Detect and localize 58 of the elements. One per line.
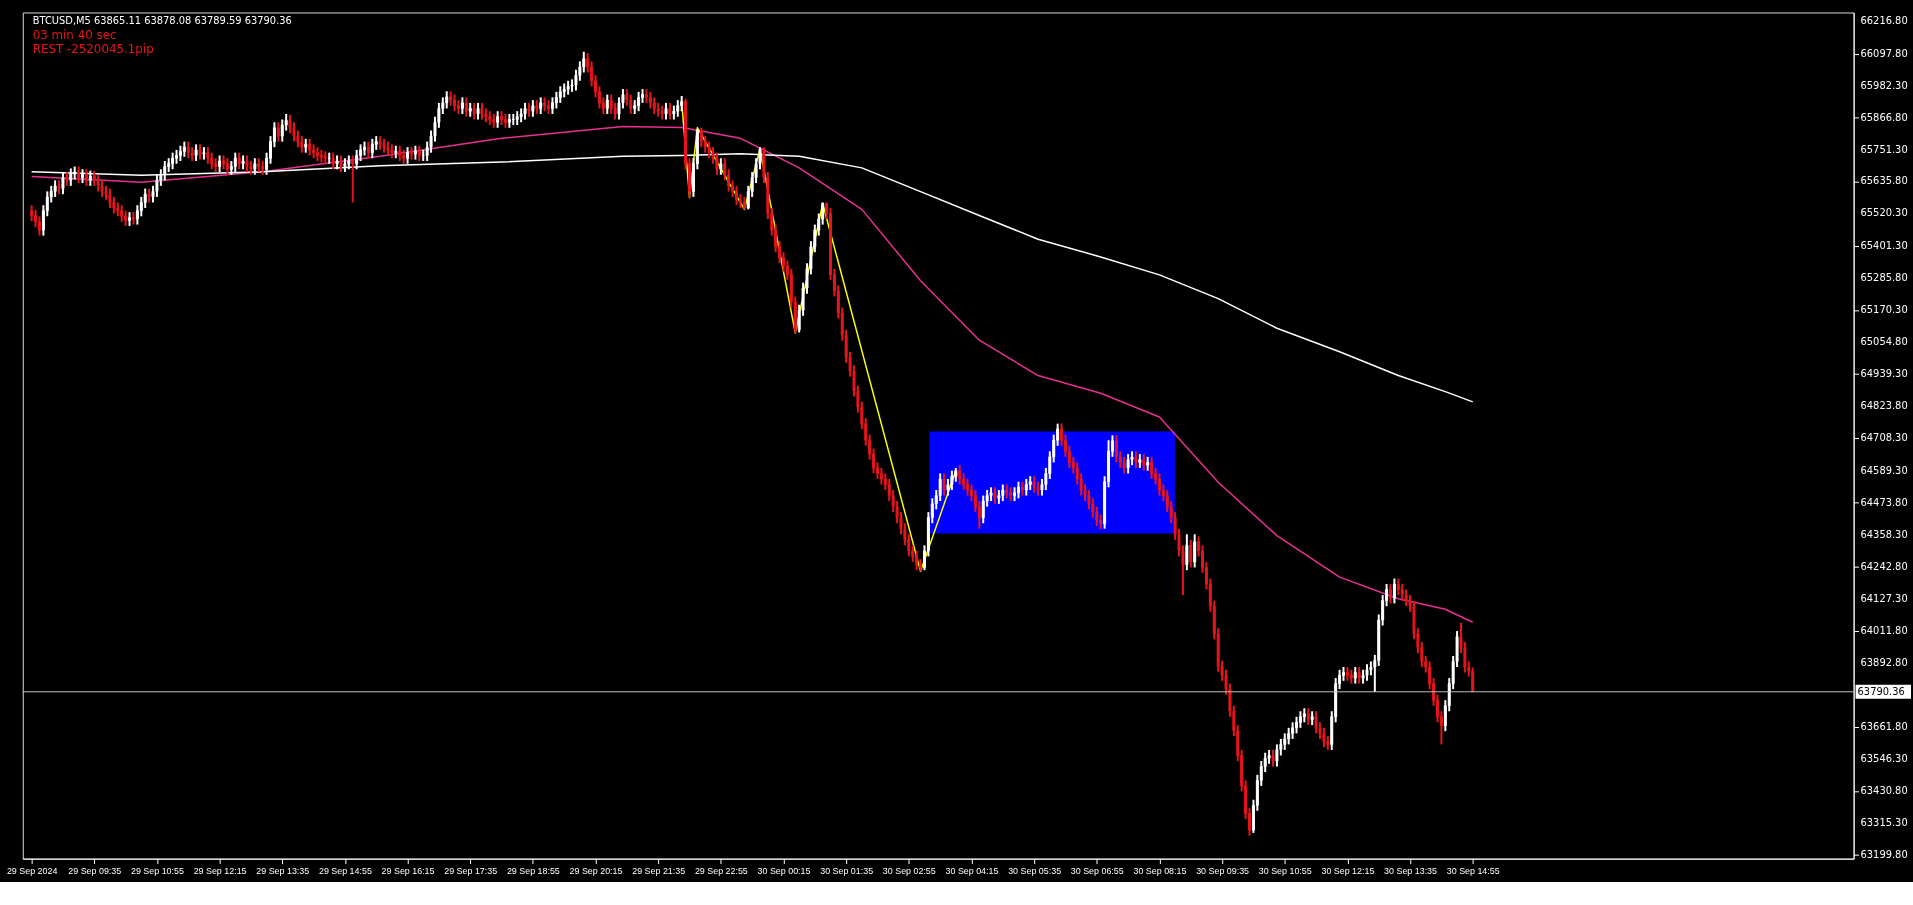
x-tick-label: 30 Sep 08:15: [1133, 865, 1187, 876]
y-tick-label: 64708.30: [1860, 431, 1908, 443]
y-tick-label: 64589.30: [1860, 464, 1908, 476]
x-tick-label: 30 Sep 09:35: [1196, 865, 1250, 876]
x-tick-label: 30 Sep 14:55: [1446, 865, 1500, 876]
y-tick-label: 64011.80: [1860, 624, 1908, 636]
y-tick-label: 65866.80: [1860, 111, 1908, 123]
y-tick-label: 65635.80: [1860, 175, 1908, 187]
x-tick-label: 29 Sep 17:35: [444, 865, 498, 876]
y-tick-label: 63199.80: [1860, 849, 1908, 861]
y-tick-label: 65401.30: [1860, 240, 1908, 252]
y-tick-label: 65170.30: [1860, 304, 1908, 316]
x-tick-label: 29 Sep 2024: [6, 865, 58, 876]
x-tick-label: 30 Sep 13:35: [1384, 865, 1438, 876]
ref-line-label: 63790.36: [1857, 685, 1905, 697]
y-tick-label: 65751.30: [1860, 143, 1908, 155]
y-tick-label: 64127.30: [1860, 592, 1908, 604]
x-tick-label: 29 Sep 13:35: [256, 865, 310, 876]
candlestick: [202, 146, 206, 161]
x-tick-label: 29 Sep 16:15: [381, 865, 435, 876]
y-tick-label: 63661.80: [1860, 721, 1908, 733]
y-tick-label: 64939.30: [1860, 368, 1908, 380]
x-tick-label: 30 Sep 02:55: [882, 865, 936, 876]
x-tick-label: 30 Sep 05:35: [1008, 865, 1062, 876]
x-tick-label: 29 Sep 21:35: [632, 865, 686, 876]
y-tick-label: 64358.30: [1860, 528, 1908, 540]
chart-title: BTCUSD,M5 63865.11 63878.08 63789.59 63790.36: [32, 15, 292, 27]
y-tick-label: 64473.80: [1860, 496, 1908, 508]
x-tick-label: 29 Sep 10:55: [130, 865, 184, 876]
x-tick-label: 29 Sep 20:15: [569, 865, 623, 876]
y-tick-label: 63315.30: [1860, 817, 1908, 829]
x-tick-label: 30 Sep 12:15: [1321, 865, 1375, 876]
y-tick-label: 64823.80: [1860, 399, 1908, 411]
y-tick-label: 65054.80: [1860, 336, 1908, 348]
y-tick-label: 65285.80: [1860, 272, 1908, 284]
x-tick-label: 29 Sep 12:15: [193, 865, 247, 876]
y-tick-label: 65982.30: [1860, 79, 1908, 91]
x-tick-label: 30 Sep 10:55: [1258, 865, 1312, 876]
x-tick-label: 30 Sep 00:15: [757, 865, 811, 876]
y-tick-label: 63546.30: [1860, 753, 1908, 765]
x-tick-label: 29 Sep 18:55: [506, 865, 560, 876]
y-tick-label: 66216.80: [1860, 14, 1908, 26]
candlestick: [386, 140, 390, 157]
x-tick-label: 30 Sep 04:15: [945, 865, 999, 876]
y-tick-label: 65520.30: [1860, 207, 1908, 219]
line-series: [30, 125, 1474, 623]
y-tick-label: 66097.80: [1860, 47, 1908, 59]
y-tick-label: 64242.80: [1860, 560, 1908, 572]
x-tick-label: 30 Sep 06:55: [1070, 865, 1124, 876]
x-tick-label: 30 Sep 01:35: [820, 865, 874, 876]
annotation: REST -2520045.1pip: [32, 42, 154, 57]
candlestick: [363, 140, 366, 157]
x-tick-label: 29 Sep 14:55: [318, 865, 372, 876]
x-tick-label: 29 Sep 09:35: [68, 865, 122, 876]
annotation: 03 min 40 sec: [32, 28, 117, 43]
y-tick-label: 63430.80: [1860, 785, 1908, 797]
x-tick-label: 29 Sep 22:55: [694, 865, 748, 876]
y-tick-label: 63892.80: [1860, 657, 1908, 669]
